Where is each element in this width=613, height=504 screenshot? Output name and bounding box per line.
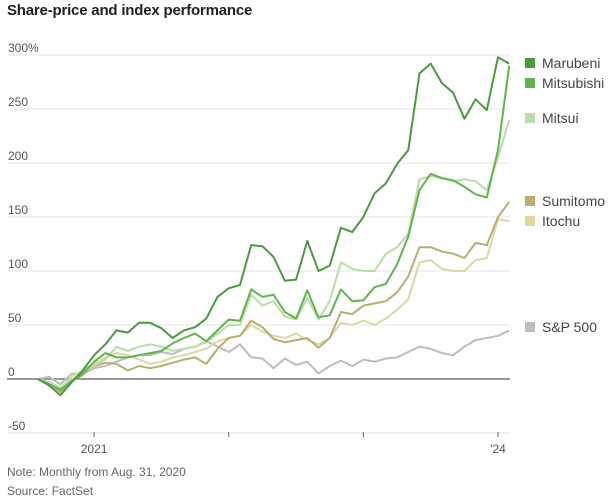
y-axis-tick-labels: 300% 250 200 150 100 50 0 -50 [8, 41, 39, 433]
chart-title: Share-price and index performance [7, 2, 253, 19]
series-line-mitsubishi [37, 65, 511, 391]
legend-label: Mitsui [542, 110, 579, 126]
y-tick-label: 250 [8, 95, 28, 109]
series-line-mitsui [37, 119, 511, 389]
gridlines [7, 54, 510, 434]
y-tick-label: 0 [8, 365, 15, 379]
legend-swatch [525, 216, 535, 226]
y-tick-label: 300% [8, 41, 39, 55]
y-tick-label: 150 [8, 203, 28, 217]
x-tick-label: 2021 [81, 442, 108, 456]
series-line-marubeni [37, 56, 510, 397]
legend: Marubeni Mitsubishi Mitsui Sumitomo Itochu S&… [525, 55, 605, 335]
chart-note: Note: Monthly from Aug. 31, 2020 [7, 465, 186, 479]
legend-swatch [525, 322, 535, 332]
y-tick-label: 50 [8, 311, 22, 325]
series-line-sumitomo [37, 201, 511, 393]
legend-swatch [525, 78, 535, 88]
legend-swatch [525, 113, 535, 123]
legend-label: Itochu [542, 213, 580, 229]
legend-label: S&P 500 [542, 319, 597, 335]
legend-label: Mitsubishi [542, 75, 604, 91]
y-tick-label: 100 [8, 257, 28, 271]
x-axis: 2021 '24 [81, 432, 506, 456]
legend-swatch [525, 196, 535, 206]
x-tick-label: '24 [490, 442, 506, 456]
chart-source: Source: FactSet [7, 484, 94, 498]
series-line-itochu [37, 218, 510, 391]
y-tick-label: -50 [8, 419, 26, 433]
series-lines [37, 56, 511, 397]
series-line-s-p-500 [37, 329, 510, 386]
legend-label: Marubeni [542, 55, 600, 71]
y-tick-label: 200 [8, 149, 28, 163]
legend-label: Sumitomo [542, 193, 605, 209]
legend-swatch [525, 58, 535, 68]
